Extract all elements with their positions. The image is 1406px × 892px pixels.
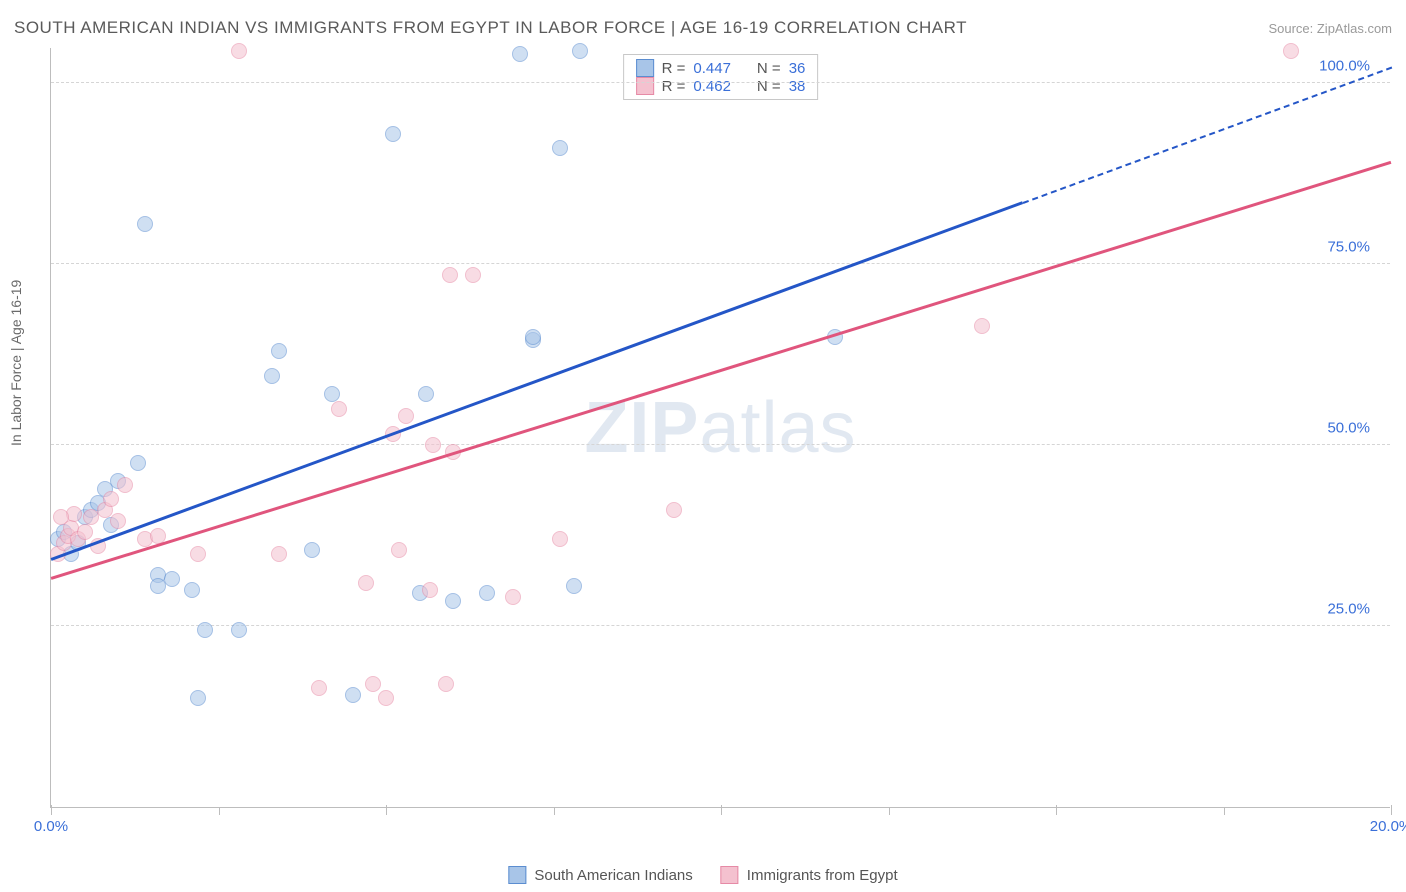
x-tick — [721, 805, 722, 815]
legend-n-value: 38 — [789, 78, 806, 95]
data-point — [271, 343, 287, 359]
data-point — [130, 455, 146, 471]
legend-bottom: South American Indians Immigrants from Eg… — [508, 866, 897, 884]
data-point — [190, 690, 206, 706]
data-point — [77, 524, 93, 540]
y-tick-label: 50.0% — [1327, 420, 1370, 437]
data-point — [418, 386, 434, 402]
x-tick-label: 0.0% — [34, 818, 68, 835]
data-point — [438, 676, 454, 692]
legend-series-name: South American Indians — [534, 867, 692, 884]
title-bar: SOUTH AMERICAN INDIAN VS IMMIGRANTS FROM… — [14, 18, 1392, 38]
grid-line — [51, 82, 1390, 83]
data-point — [505, 589, 521, 605]
data-point — [572, 43, 588, 59]
trend-line — [51, 202, 1023, 561]
data-point — [552, 140, 568, 156]
data-point — [331, 401, 347, 417]
legend-r-label: R = — [662, 78, 686, 95]
data-point — [974, 318, 990, 334]
x-tick — [1056, 805, 1057, 815]
x-minor-tick — [219, 807, 220, 815]
data-point — [264, 368, 280, 384]
legend-n-value: 36 — [789, 60, 806, 77]
legend-n-label: N = — [757, 78, 781, 95]
data-point — [666, 502, 682, 518]
legend-bottom-item: Immigrants from Egypt — [721, 866, 898, 884]
data-point — [385, 126, 401, 142]
data-point — [465, 267, 481, 283]
data-point — [552, 531, 568, 547]
data-point — [1283, 43, 1299, 59]
data-point — [525, 329, 541, 345]
grid-line — [51, 444, 1390, 445]
legend-r-value: 0.462 — [693, 78, 731, 95]
legend-swatch — [508, 866, 526, 884]
data-point — [103, 491, 119, 507]
data-point — [398, 408, 414, 424]
data-point — [391, 542, 407, 558]
data-point — [184, 582, 200, 598]
legend-swatch — [636, 77, 654, 95]
data-point — [378, 690, 394, 706]
legend-top-row: R = 0.447 N = 36 — [636, 59, 806, 77]
legend-swatch — [721, 866, 739, 884]
legend-top-row: R = 0.462 N = 38 — [636, 77, 806, 95]
data-point — [117, 477, 133, 493]
source-label: Source: ZipAtlas.com — [1268, 21, 1392, 36]
y-tick-label: 25.0% — [1327, 601, 1370, 618]
data-point — [442, 267, 458, 283]
data-point — [110, 513, 126, 529]
data-point — [345, 687, 361, 703]
data-point — [164, 571, 180, 587]
legend-top: R = 0.447 N = 36 R = 0.462 N = 38 — [623, 54, 819, 100]
legend-r-value: 0.447 — [693, 60, 731, 77]
data-point — [358, 575, 374, 591]
legend-series-name: Immigrants from Egypt — [747, 867, 898, 884]
trend-line — [51, 160, 1392, 579]
y-tick-label: 75.0% — [1327, 239, 1370, 256]
grid-line — [51, 625, 1390, 626]
plot-area: ZIPatlas R =0.447N =36R =0.462N =38 25.0… — [50, 48, 1390, 808]
legend-n-label: N = — [757, 60, 781, 77]
data-point — [231, 43, 247, 59]
y-tick-label: 100.0% — [1319, 58, 1370, 75]
data-point — [137, 216, 153, 232]
data-point — [566, 578, 582, 594]
x-tick-label: 20.0% — [1370, 818, 1406, 835]
data-point — [365, 676, 381, 692]
x-tick — [1391, 805, 1392, 815]
x-minor-tick — [889, 807, 890, 815]
y-axis-label: In Labor Force | Age 16-19 — [8, 280, 24, 446]
data-point — [53, 509, 69, 525]
data-point — [479, 585, 495, 601]
data-point — [445, 593, 461, 609]
x-minor-tick — [554, 807, 555, 815]
legend-r-label: R = — [662, 60, 686, 77]
x-tick — [386, 805, 387, 815]
data-point — [190, 546, 206, 562]
legend-swatch — [636, 59, 654, 77]
data-point — [311, 680, 327, 696]
trend-line — [1022, 67, 1391, 204]
data-point — [271, 546, 287, 562]
data-point — [231, 622, 247, 638]
x-minor-tick — [1224, 807, 1225, 815]
data-point — [197, 622, 213, 638]
grid-line — [51, 263, 1390, 264]
legend-bottom-item: South American Indians — [508, 866, 692, 884]
x-tick — [51, 805, 52, 815]
data-point — [304, 542, 320, 558]
chart-title: SOUTH AMERICAN INDIAN VS IMMIGRANTS FROM… — [14, 18, 967, 38]
data-point — [66, 506, 82, 522]
data-point — [425, 437, 441, 453]
data-point — [422, 582, 438, 598]
data-point — [512, 46, 528, 62]
